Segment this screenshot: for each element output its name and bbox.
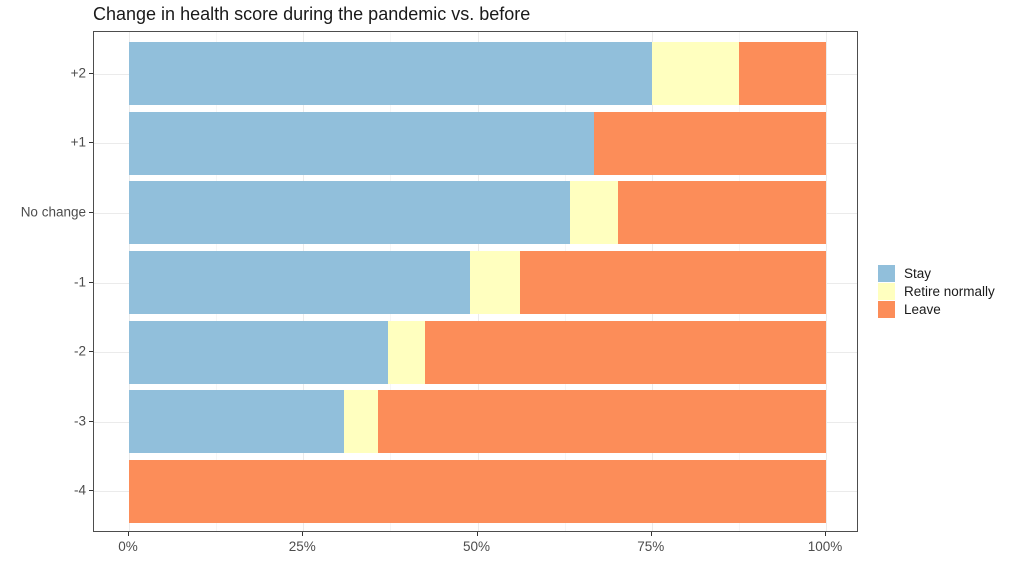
legend-item: Stay bbox=[878, 265, 995, 282]
bar-segment bbox=[424, 321, 826, 384]
legend-item: Retire normally bbox=[878, 283, 995, 300]
x-axis-tick bbox=[650, 532, 652, 536]
bar-segment bbox=[129, 112, 594, 175]
x-axis-tick bbox=[476, 532, 478, 536]
y-axis-tick bbox=[89, 73, 93, 74]
y-axis-tick bbox=[89, 421, 93, 422]
x-axis-tick-label: 25% bbox=[288, 539, 316, 554]
legend-label: Leave bbox=[904, 302, 941, 317]
x-axis-tick bbox=[825, 532, 826, 536]
x-axis-tick bbox=[302, 532, 304, 536]
bar-row bbox=[129, 321, 826, 384]
bar-row bbox=[129, 42, 826, 105]
y-axis-tick-label: -2 bbox=[73, 343, 86, 359]
legend-label: Stay bbox=[904, 266, 932, 281]
chart-title: Change in health score during the pandem… bbox=[93, 4, 531, 24]
bar-row bbox=[129, 251, 826, 314]
y-axis-tick-label: +2 bbox=[70, 65, 86, 81]
bar-segment bbox=[520, 251, 826, 314]
legend-swatch bbox=[878, 301, 895, 318]
y-axis-tick bbox=[89, 351, 93, 352]
gridline-major bbox=[826, 32, 827, 531]
bar-segment bbox=[129, 321, 389, 384]
x-axis-tick-label: 75% bbox=[637, 539, 665, 554]
y-axis-tick bbox=[89, 490, 93, 491]
bar-segment bbox=[129, 42, 652, 105]
y-axis-tick-label: +1 bbox=[70, 134, 86, 150]
legend: Stay Retire normally Leave bbox=[878, 265, 995, 319]
bar-segment bbox=[388, 321, 425, 384]
bar-segment bbox=[593, 112, 826, 175]
legend-item: Leave bbox=[878, 301, 995, 318]
bar-segment bbox=[469, 251, 520, 314]
legend-swatch bbox=[878, 265, 895, 282]
bar-segment bbox=[343, 390, 378, 453]
bar-segment bbox=[129, 181, 570, 244]
bar-segment bbox=[738, 42, 826, 105]
bar-segment bbox=[618, 181, 826, 244]
y-axis-tick-label: -4 bbox=[73, 482, 86, 498]
x-axis-tick bbox=[128, 532, 129, 536]
legend-label: Retire normally bbox=[904, 284, 995, 299]
x-axis-tick-label: 50% bbox=[462, 539, 491, 554]
bar-row bbox=[129, 181, 826, 244]
bar-segment bbox=[377, 390, 826, 453]
bar-segment bbox=[651, 42, 739, 105]
y-axis-tick bbox=[89, 142, 93, 143]
bar-segment bbox=[129, 390, 344, 453]
bar-row bbox=[129, 112, 826, 175]
y-axis-tick bbox=[89, 212, 93, 213]
bar-segment bbox=[129, 460, 826, 523]
y-axis-tick-label: No change bbox=[20, 204, 86, 220]
x-axis-tick-label: 100% bbox=[807, 539, 843, 554]
y-axis-tick-label: -1 bbox=[73, 274, 86, 290]
x-axis-tick-label: 0% bbox=[118, 539, 138, 554]
bar-segment bbox=[129, 251, 470, 314]
bar-row bbox=[129, 460, 826, 523]
y-axis-tick-label: -3 bbox=[73, 413, 86, 429]
legend-swatch bbox=[878, 283, 895, 300]
bar-segment bbox=[569, 181, 619, 244]
y-axis-tick bbox=[89, 282, 93, 283]
bar-row bbox=[129, 390, 826, 453]
chart-panel bbox=[93, 31, 858, 532]
